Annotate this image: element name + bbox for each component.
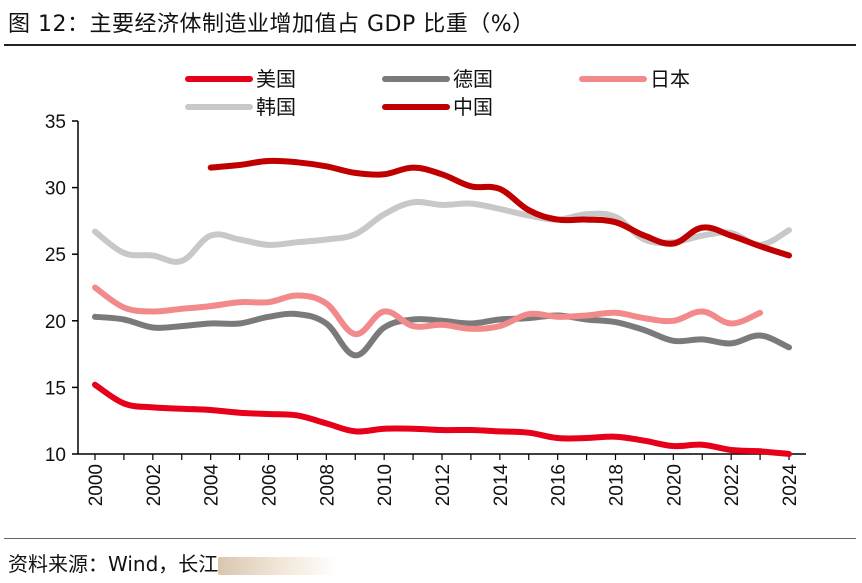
- axes: 10 15 20 25 30 35 2000 2002 2004 2006 2008 2010 2012…: [45, 112, 806, 506]
- legend-label: 德国: [453, 67, 493, 91]
- x-tick-label: 2018: [607, 464, 628, 506]
- x-tick-label: 2022: [722, 464, 743, 506]
- blurred-watermark: [218, 556, 339, 575]
- series-line-日本: [92, 284, 764, 338]
- y-tick-label: 10: [45, 445, 66, 466]
- series-line-韩国: [92, 198, 792, 265]
- legend-label: 韩国: [256, 95, 296, 119]
- x-tick-label: 2004: [202, 464, 223, 507]
- legend-label: 美国: [256, 67, 296, 91]
- x-tick-label: 2024: [780, 464, 801, 507]
- x-tick-label: 2016: [549, 464, 570, 506]
- x-tick-label: 2014: [491, 464, 512, 507]
- x-tick-label: 2006: [260, 464, 281, 506]
- legend-label: 日本: [650, 67, 690, 91]
- series-line-德国: [92, 310, 792, 359]
- y-tick-label: 35: [45, 112, 66, 133]
- legend-label: 中国: [453, 95, 493, 119]
- source-text: 资料来源：Wind，长江: [8, 552, 219, 576]
- series-line-中国: [207, 157, 792, 259]
- x-tick-label: 2000: [86, 464, 107, 506]
- series-line-美国: [92, 381, 792, 457]
- footer-rule: [4, 538, 856, 539]
- x-tick-label: 2020: [664, 464, 685, 506]
- x-tick-label: 2008: [317, 464, 338, 506]
- source-note: 资料来源：Wind，长江: [8, 548, 339, 577]
- title-rule: [4, 44, 856, 46]
- y-tick-label: 30: [45, 179, 66, 200]
- x-tick-label: 2012: [433, 464, 454, 506]
- series-layer: [92, 157, 792, 457]
- x-tick-label: 2002: [144, 464, 165, 506]
- y-tick-label: 15: [45, 378, 66, 399]
- y-tick-label: 20: [45, 312, 66, 333]
- chart-title: 图 12：主要经济体制造业增加值占 GDP 比重（%）: [8, 12, 535, 37]
- y-tick-label: 25: [45, 245, 66, 266]
- x-tick-label: 2010: [375, 464, 396, 506]
